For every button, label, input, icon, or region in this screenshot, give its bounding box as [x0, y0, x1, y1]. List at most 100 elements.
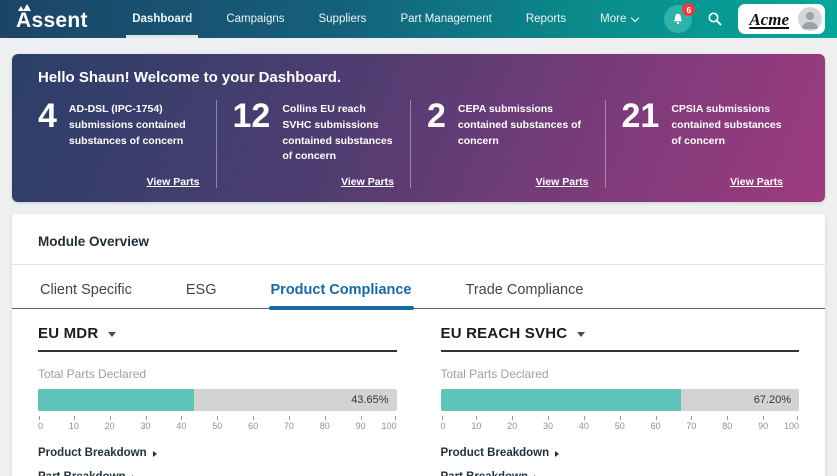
stat-label: AD-DSL (IPC-1754) submissions contained …: [68, 103, 186, 147]
stat-value: 2: [427, 97, 446, 135]
axis-tick: 70: [686, 416, 697, 431]
caret-down-icon: [577, 332, 586, 337]
stat-label: CEPA submissions contained substances of…: [457, 103, 582, 147]
compliance-panels: EU MDR Total Parts Declared 43.65% 0 10 …: [12, 309, 825, 476]
stat-value: 21: [621, 97, 660, 135]
breakdown-links: Product Breakdown Part Breakdown Supplie…: [38, 447, 397, 476]
nav-item-part-management[interactable]: Part Management: [400, 13, 492, 25]
stat-cepa: 2 CEPA submissions contained substances …: [410, 97, 605, 188]
progress-bar-fill: [440, 389, 682, 411]
module-overview-card: Module Overview Client Specific ESG Prod…: [12, 214, 825, 476]
axis-tick: 50: [614, 416, 625, 431]
org-account-chip[interactable]: Acme: [738, 4, 825, 34]
search-icon: [708, 12, 722, 26]
nav-item-dashboard[interactable]: Dashboard: [126, 0, 199, 38]
nav-item-more-label: More: [600, 13, 627, 25]
search-button[interactable]: [706, 10, 724, 28]
axis-tick: 20: [104, 416, 115, 431]
stat-collins-eu-reach: 12 Collins EU reach SVHC submissions con…: [215, 97, 411, 188]
avatar: [798, 7, 822, 31]
nav-item-suppliers[interactable]: Suppliers: [318, 13, 367, 25]
nav-item-reports[interactable]: Reports: [525, 13, 567, 25]
axis-tick: 100: [783, 416, 799, 431]
metric-label: Total Parts Declared: [440, 367, 549, 381]
axis-tick: 100: [381, 416, 397, 431]
product-breakdown-link[interactable]: Product Breakdown: [38, 447, 397, 459]
tab-product-compliance[interactable]: Product Compliance: [268, 271, 414, 310]
axis-tick: 0: [38, 416, 44, 431]
tab-client-specific[interactable]: Client Specific: [40, 282, 132, 298]
view-parts-link[interactable]: View Parts: [341, 176, 394, 188]
main-nav: Dashboard Campaigns Suppliers Part Manag…: [126, 0, 640, 38]
mountain-peaks-icon: [18, 4, 32, 11]
view-parts-link[interactable]: View Parts: [535, 176, 589, 188]
avatar-icon: [802, 12, 818, 29]
notifications-button[interactable]: 6: [664, 3, 696, 33]
product-breakdown-link[interactable]: Product Breakdown: [441, 447, 800, 459]
progress-bar: 43.65%: [38, 389, 397, 411]
axis-tick: 30: [543, 416, 554, 431]
stat-ad-dsl: 4 AD-DSL (IPC-1754) submissions containe…: [38, 99, 216, 188]
assent-logo[interactable]: Assent: [16, 4, 88, 32]
notification-badge: 6: [682, 3, 696, 16]
progress-percent-label: 67.20%: [753, 394, 791, 406]
axis-tick: 70: [283, 416, 294, 431]
breakdown-links: Product Breakdown Part Breakdown Supplie…: [441, 447, 800, 476]
module-tabs: Client Specific ESG Product Compliance T…: [12, 265, 825, 310]
regulation-select-value: EU MDR: [38, 325, 99, 342]
axis-tick: 40: [578, 416, 589, 431]
breakdown-link-label: Part Breakdown: [441, 471, 529, 476]
view-parts-link[interactable]: View Parts: [146, 176, 200, 188]
axis-tick: 90: [758, 416, 769, 431]
axis-tick: 0: [440, 416, 446, 431]
brand-text: Assent: [16, 9, 88, 32]
tab-trade-compliance[interactable]: Trade Compliance: [465, 282, 584, 298]
acme-logo: Acme: [749, 9, 789, 29]
stat-cpsia: 21 CPSIA submissions contained substance…: [604, 97, 800, 188]
regulation-select[interactable]: EU MDR: [38, 325, 397, 352]
tab-esg[interactable]: ESG: [185, 282, 217, 298]
stat-value: 12: [232, 97, 271, 135]
axis-tick: 10: [471, 416, 482, 431]
nav-actions: 6 Acme: [664, 3, 825, 34]
axis-tick: 30: [140, 416, 151, 431]
chevron-right-icon: [152, 450, 157, 457]
nav-item-more[interactable]: More: [600, 0, 640, 38]
chevron-right-icon: [555, 450, 560, 457]
part-breakdown-link[interactable]: Part Breakdown: [441, 471, 800, 476]
module-divider: [12, 264, 825, 265]
axis-tick: 50: [212, 416, 223, 431]
welcome-banner: Hello Shaun! Welcome to your Dashboard. …: [12, 54, 825, 202]
chevron-right-icon: [131, 474, 136, 476]
progress-bar: 67.20%: [440, 389, 799, 411]
axis-tick: 40: [176, 416, 187, 431]
stats-row: 4 AD-DSL (IPC-1754) submissions containe…: [38, 97, 800, 188]
axis-tick: 60: [650, 416, 661, 431]
greeting-heading: Hello Shaun! Welcome to your Dashboard.: [38, 69, 342, 86]
stat-label: CPSIA submissions contained substances o…: [671, 103, 782, 147]
stat-label: Collins EU reach SVHC submissions contai…: [282, 103, 393, 163]
axis-tick: 60: [248, 416, 259, 431]
view-parts-link[interactable]: View Parts: [730, 176, 783, 188]
bell-icon: [674, 13, 683, 24]
chevron-right-icon: [534, 474, 539, 476]
chevron-down-icon: [631, 13, 640, 22]
breakdown-link-label: Product Breakdown: [440, 447, 550, 459]
axis-tick: 80: [722, 416, 733, 431]
axis-tick: 10: [68, 416, 79, 431]
breakdown-link-label: Product Breakdown: [38, 447, 147, 459]
axis-tick: 80: [319, 416, 330, 431]
axis-tick: 90: [355, 416, 366, 431]
axis-tick: 20: [507, 416, 518, 431]
nav-item-campaigns[interactable]: Campaigns: [226, 13, 285, 25]
breakdown-link-label: Part Breakdown: [38, 471, 126, 476]
progress-axis: 0 10 20 30 40 50 60 70 80 90 100: [38, 414, 397, 434]
top-navbar: Assent Dashboard Campaigns Suppliers Par…: [0, 0, 837, 38]
progress-percent-label: 43.65%: [351, 394, 389, 406]
regulation-select[interactable]: EU REACH SVHC: [440, 325, 799, 352]
progress-axis: 0 10 20 30 40 50 60 70 80 90 100: [440, 414, 799, 434]
part-breakdown-link[interactable]: Part Breakdown: [38, 471, 397, 476]
module-overview-title: Module Overview: [38, 234, 150, 249]
progress-bar-fill: [38, 389, 195, 411]
panel-eu-reach-svhc: EU REACH SVHC Total Parts Declared 67.20…: [440, 325, 800, 476]
